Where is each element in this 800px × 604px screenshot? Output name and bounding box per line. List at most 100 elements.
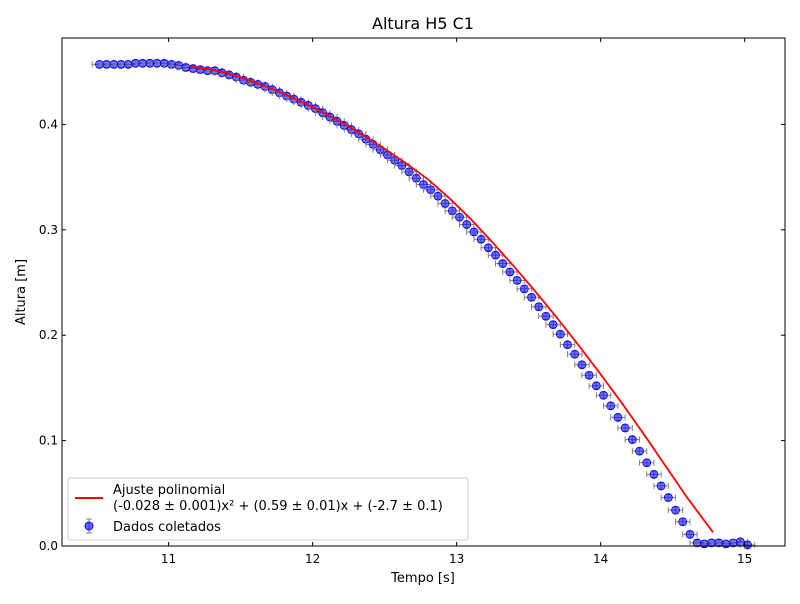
data-marker: [462, 220, 472, 229]
legend-data-label: Dados coletados: [113, 520, 221, 535]
data-marker: [570, 349, 580, 359]
data-point: [660, 493, 677, 502]
data-marker: [685, 530, 695, 539]
data-marker: [519, 284, 529, 294]
data-point: [739, 540, 756, 550]
data-marker: [411, 173, 421, 183]
data-marker: [447, 206, 457, 216]
data-point: [653, 481, 669, 491]
fit-line: [190, 65, 714, 533]
data-marker: [678, 517, 688, 527]
data-point: [538, 311, 554, 321]
x-tick-label: 13: [449, 552, 464, 566]
data-marker: [491, 250, 500, 260]
data-marker: [627, 435, 637, 444]
data-marker: [527, 292, 536, 302]
legend: Ajuste polinomial (-0.028 ± 0.001)x² + (0…: [67, 477, 469, 541]
data-marker: [476, 234, 486, 244]
data-marker: [498, 259, 508, 268]
legend-fit-label: Ajuste polinomial (-0.028 ± 0.001)x² + (0…: [113, 483, 443, 514]
data-point: [603, 401, 619, 411]
data-point: [545, 320, 561, 330]
data-marker: [743, 540, 752, 550]
y-axis-label: Altura [m]: [14, 259, 29, 325]
data-marker: [671, 505, 680, 515]
x-tick-label: 12: [305, 552, 320, 566]
data-point: [588, 381, 605, 391]
data-point: [595, 390, 612, 400]
data-point: [523, 292, 540, 302]
data-marker: [455, 212, 464, 222]
data-point: [487, 250, 504, 260]
legend-fit-label-line: (-0.028 ± 0.001)x² + (0.59 ± 0.01)x + (-…: [113, 499, 443, 514]
data-point: [509, 276, 525, 285]
y-tick-label: 0.3: [39, 223, 58, 237]
y-tick-label: 0.2: [39, 328, 58, 342]
x-tick-label: 11: [161, 552, 176, 566]
data-point: [610, 413, 626, 422]
data-point: [459, 220, 475, 229]
data-point: [473, 234, 489, 244]
data-point: [639, 458, 655, 468]
legend-data-swatch: [84, 518, 94, 534]
data-point: [646, 469, 662, 479]
data-marker: [541, 311, 551, 321]
data-marker: [440, 199, 450, 208]
y-tick-label: 0.1: [39, 434, 58, 448]
data-point: [480, 243, 497, 253]
data-marker: [469, 227, 479, 237]
data-point: [631, 446, 648, 456]
data-marker: [548, 320, 558, 330]
data-point: [617, 423, 633, 433]
data-point: [667, 505, 684, 515]
data-marker: [642, 458, 652, 468]
data-point: [516, 284, 533, 294]
data-point: [531, 302, 547, 312]
x-tick-label: 15: [737, 552, 752, 566]
y-tick-label: 0.4: [39, 117, 58, 131]
data-marker: [534, 302, 544, 312]
data-point: [437, 199, 453, 208]
data-marker: [505, 267, 515, 277]
data-point: [372, 145, 388, 155]
plot-frame: [61, 37, 786, 547]
data-point: [451, 212, 468, 222]
data-point: [624, 435, 641, 444]
data-point: [682, 530, 698, 539]
data-marker: [555, 329, 565, 339]
data-marker: [563, 340, 572, 350]
chart-title: Altura H5 C1: [372, 14, 474, 33]
data-marker: [584, 370, 594, 380]
data-marker: [512, 276, 522, 285]
data-marker: [577, 360, 587, 370]
data-marker: [433, 191, 443, 201]
data-point: [495, 259, 511, 268]
data-point: [732, 537, 749, 547]
data-marker: [649, 469, 659, 479]
data-point: [581, 370, 597, 380]
legend-box: [67, 477, 469, 541]
data-marker: [404, 167, 414, 177]
x-axis-label: Tempo [s]: [390, 571, 455, 586]
data-point: [552, 329, 569, 339]
data-point: [502, 267, 518, 277]
data-point: [574, 360, 590, 370]
data-marker: [663, 493, 673, 502]
data-marker: [613, 413, 623, 422]
y-tick-label: 0.0: [39, 539, 58, 553]
data-marker: [620, 423, 630, 433]
data-point: [559, 340, 576, 350]
data-marker: [656, 481, 666, 491]
legend-fit-label-line: Ajuste polinomial: [113, 483, 225, 498]
data-marker: [483, 243, 493, 253]
data-marker: [591, 381, 601, 391]
data-marker: [606, 401, 616, 411]
data-point: [675, 517, 691, 527]
data-marker: [635, 446, 644, 456]
x-tick-label: 14: [593, 552, 608, 566]
data-marker: [426, 185, 436, 195]
data-point: [567, 349, 583, 359]
data-marker: [599, 390, 608, 400]
